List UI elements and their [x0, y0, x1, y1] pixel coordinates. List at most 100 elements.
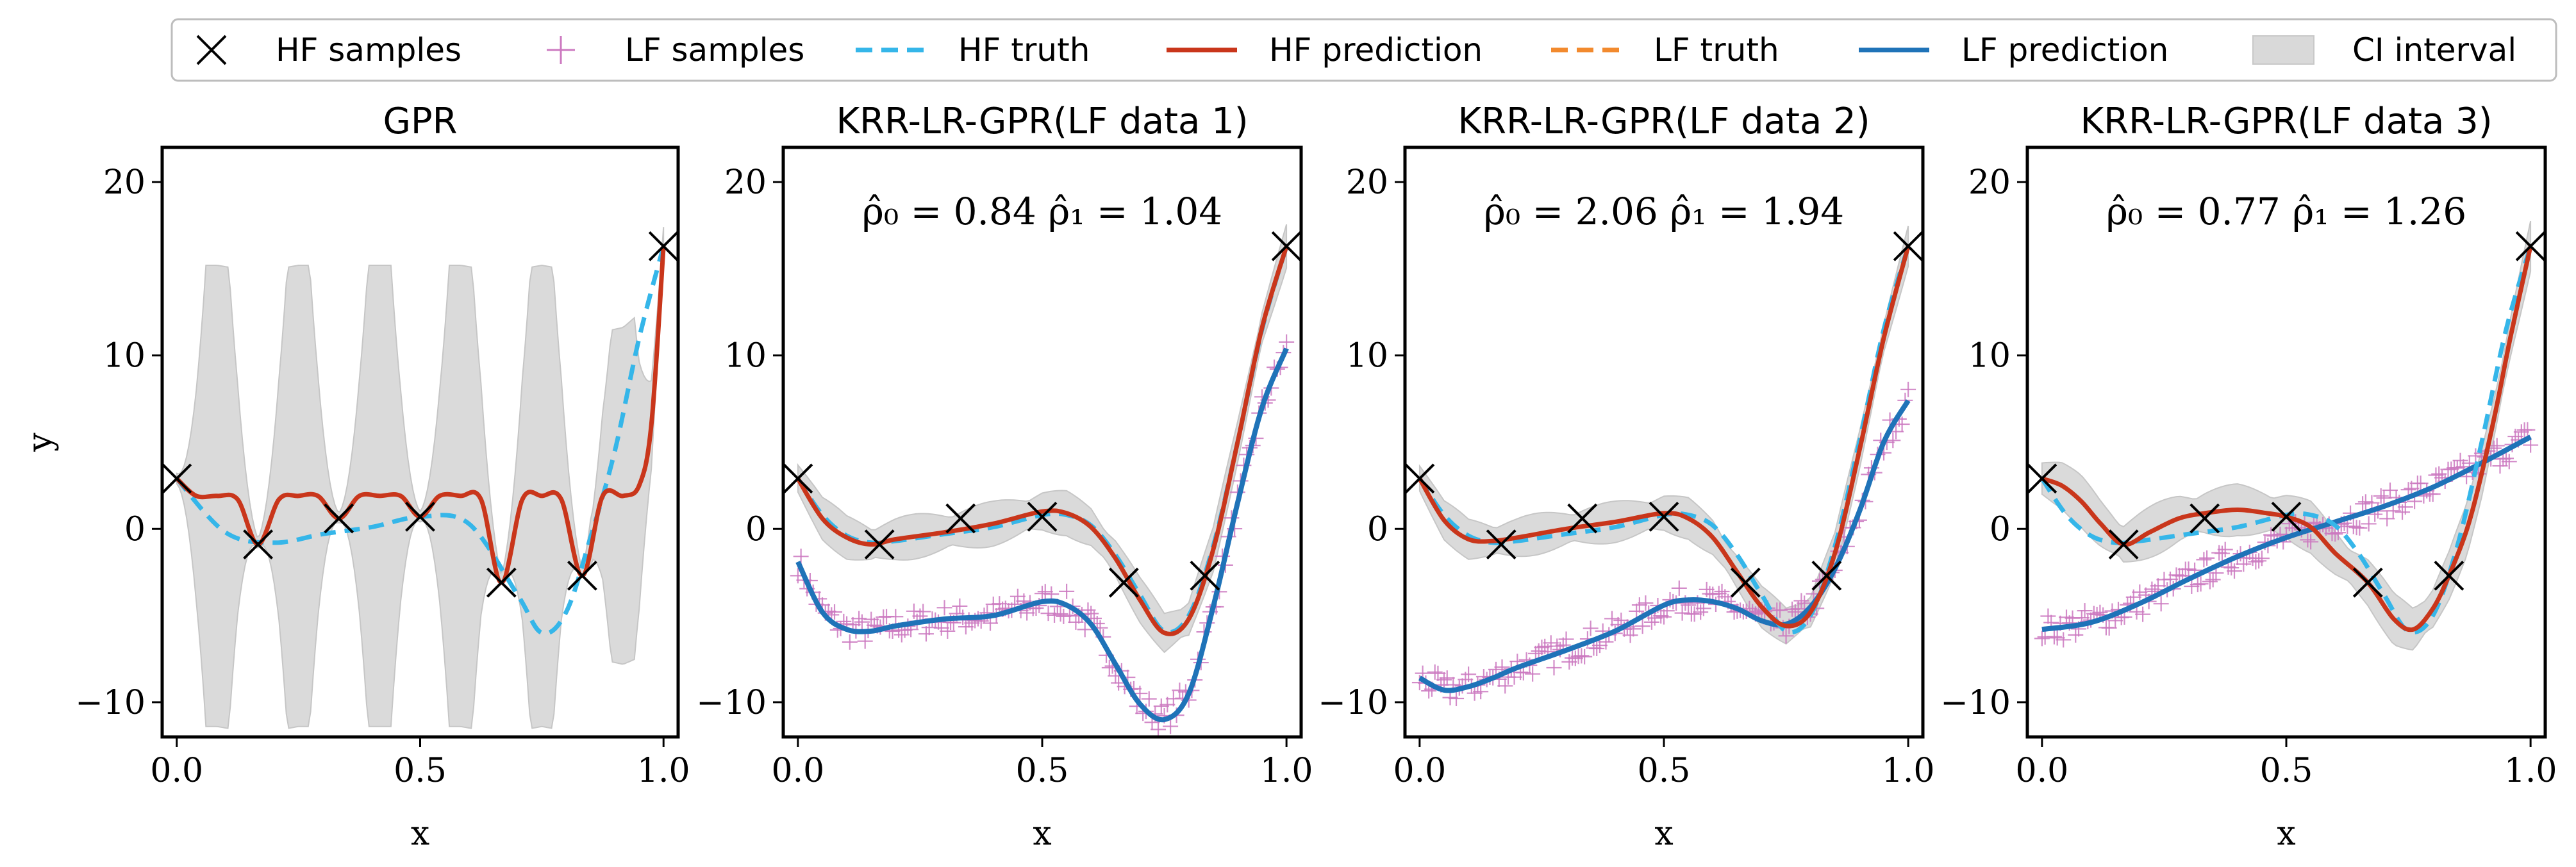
- legend-item-lf_pred: LF prediction: [1859, 31, 2168, 69]
- legend-marker-x: [196, 35, 227, 65]
- hf-sample-point: [1893, 231, 1924, 261]
- hf-prediction-line: [175, 245, 666, 585]
- hf-sample-point: [2108, 529, 2139, 560]
- y-tick-label: 10: [1346, 337, 1388, 376]
- hf-sample-point: [405, 501, 435, 532]
- hf-sample-point: [1271, 231, 1302, 261]
- x-axis-label: x: [1033, 814, 1051, 853]
- plot-area: [790, 224, 1295, 737]
- panel-title: KRR-LR-GPR(LF data 3): [2080, 101, 2492, 142]
- ci-band: [176, 227, 665, 729]
- hf-sample-point: [2434, 560, 2464, 591]
- hf-sample-point: [2352, 567, 2383, 598]
- legend-item-hf_pred: HF prediction: [1167, 31, 1483, 69]
- hf-truth-line: [175, 245, 666, 636]
- x-tick-label: 0.5: [2260, 752, 2313, 790]
- x-tick-label: 0.0: [772, 752, 825, 790]
- hf-sample-point: [864, 529, 895, 560]
- lf-prediction-line: [2041, 434, 2532, 632]
- y-tick-label: 20: [1346, 163, 1388, 202]
- panel-title: KRR-LR-GPR(LF data 1): [836, 101, 1248, 142]
- x-axis-label: x: [411, 814, 429, 853]
- panel-title: KRR-LR-GPR(LF data 2): [1458, 101, 1870, 142]
- lf-prediction-line: [795, 347, 1289, 723]
- legend-label-lf_pred: LF prediction: [1961, 31, 2168, 69]
- y-tick-label: 0: [1990, 510, 2011, 549]
- ci-band: [2041, 220, 2532, 651]
- hf-sample-point: [2271, 501, 2302, 532]
- panel-1: GPR 0.0 0.5 1.0 −10 0 10 20 x y: [21, 101, 690, 853]
- x-axis-label: x: [1654, 814, 1673, 853]
- hf-prediction-line: [795, 245, 1289, 636]
- legend-item-hf_samples: HF samples: [196, 31, 461, 69]
- legend-label-ci: CI interval: [2352, 31, 2516, 69]
- hf-sample-point: [1649, 501, 1679, 532]
- x-tick-label: 0.0: [1393, 752, 1447, 790]
- x-tick-label: 0.5: [1016, 752, 1069, 790]
- hf-sample-point: [1811, 560, 1842, 591]
- hf-sample-point: [567, 560, 597, 591]
- hf-sample-point: [1567, 503, 1598, 534]
- hf-samples: [2027, 231, 2546, 598]
- hf-sample-point: [324, 503, 354, 534]
- hf-sample-point: [1190, 560, 1220, 591]
- x-tick-label: 1.0: [637, 752, 690, 790]
- hf-sample-point: [1486, 529, 1517, 560]
- y-tick-label: −10: [1318, 684, 1388, 722]
- ci-band: [797, 224, 1288, 654]
- rho-annotation: ρ̂₀ = 0.77 ρ̂₁ = 1.26: [2106, 190, 2466, 233]
- hf-samples: [1404, 231, 1924, 598]
- x-tick-label: 0.0: [2016, 752, 2069, 790]
- hf-sample-point: [1108, 567, 1139, 598]
- x-tick-label: 1.0: [1882, 752, 1935, 790]
- x-tick-label: 0.5: [1638, 752, 1691, 790]
- rho-annotation: ρ̂₀ = 0.84 ρ̂₁ = 1.04: [862, 190, 1222, 233]
- legend-label-hf_samples: HF samples: [276, 31, 461, 69]
- x-tick-label: 0.0: [150, 752, 203, 790]
- panel-3: KRR-LR-GPR(LF data 2) ρ̂₀ = 2.06 ρ̂₁ = 1.…: [1318, 101, 1934, 853]
- lf-samples: [1411, 381, 1916, 707]
- lf-samples: [790, 334, 1295, 737]
- y-tick-label: 0: [124, 510, 145, 549]
- legend-label-lf_samples: LF samples: [625, 31, 804, 69]
- axes-frame: [781, 145, 1303, 739]
- legend-label-hf_pred: HF prediction: [1269, 31, 1483, 69]
- plot-area: [1411, 226, 1916, 707]
- legend-item-hf_truth: HF truth: [856, 31, 1090, 69]
- legend-item-ci: CI interval: [2252, 31, 2516, 69]
- plot-area: [175, 227, 666, 729]
- y-tick-label: 20: [103, 163, 145, 202]
- axes-frame: [2025, 145, 2547, 739]
- hf-sample-point: [486, 567, 517, 598]
- y-tick-label: 20: [1968, 163, 2011, 202]
- hf-sample-point: [2027, 463, 2057, 494]
- hf-prediction-line: [1417, 245, 1911, 629]
- hf-sample-point: [783, 463, 813, 494]
- hf-sample-point: [1404, 463, 1435, 494]
- hf-samples: [162, 231, 679, 598]
- legend: HF samples LF samples HF truth HF predictio…: [170, 18, 2557, 82]
- y-tick-label: 20: [724, 163, 767, 202]
- y-tick-label: 0: [745, 510, 767, 549]
- hf-samples: [783, 231, 1302, 598]
- y-tick-label: 10: [1968, 337, 2011, 376]
- x-tick-label: 0.5: [394, 752, 447, 790]
- legend-label-lf_truth: LF truth: [1654, 31, 1779, 69]
- hf-sample-point: [648, 231, 679, 261]
- x-tick-label: 1.0: [2504, 752, 2557, 790]
- x-tick-label: 1.0: [1260, 752, 1313, 790]
- panel-title: GPR: [383, 101, 457, 142]
- y-tick-label: 0: [1367, 510, 1388, 549]
- y-tick-label: −10: [1940, 684, 2011, 722]
- ci-band: [1418, 226, 1909, 645]
- panel-2: KRR-LR-GPR(LF data 1) ρ̂₀ = 0.84 ρ̂₁ = 1.…: [696, 101, 1313, 853]
- hf-sample-point: [945, 503, 976, 534]
- axes-frame: [1403, 145, 1925, 739]
- hf-sample-point: [243, 529, 274, 560]
- hf-sample-point: [2190, 503, 2220, 534]
- legend-item-lf_samples: LF samples: [547, 31, 804, 69]
- hf-truth-line: [795, 245, 1289, 635]
- legend-swatch-ci: [2252, 35, 2314, 65]
